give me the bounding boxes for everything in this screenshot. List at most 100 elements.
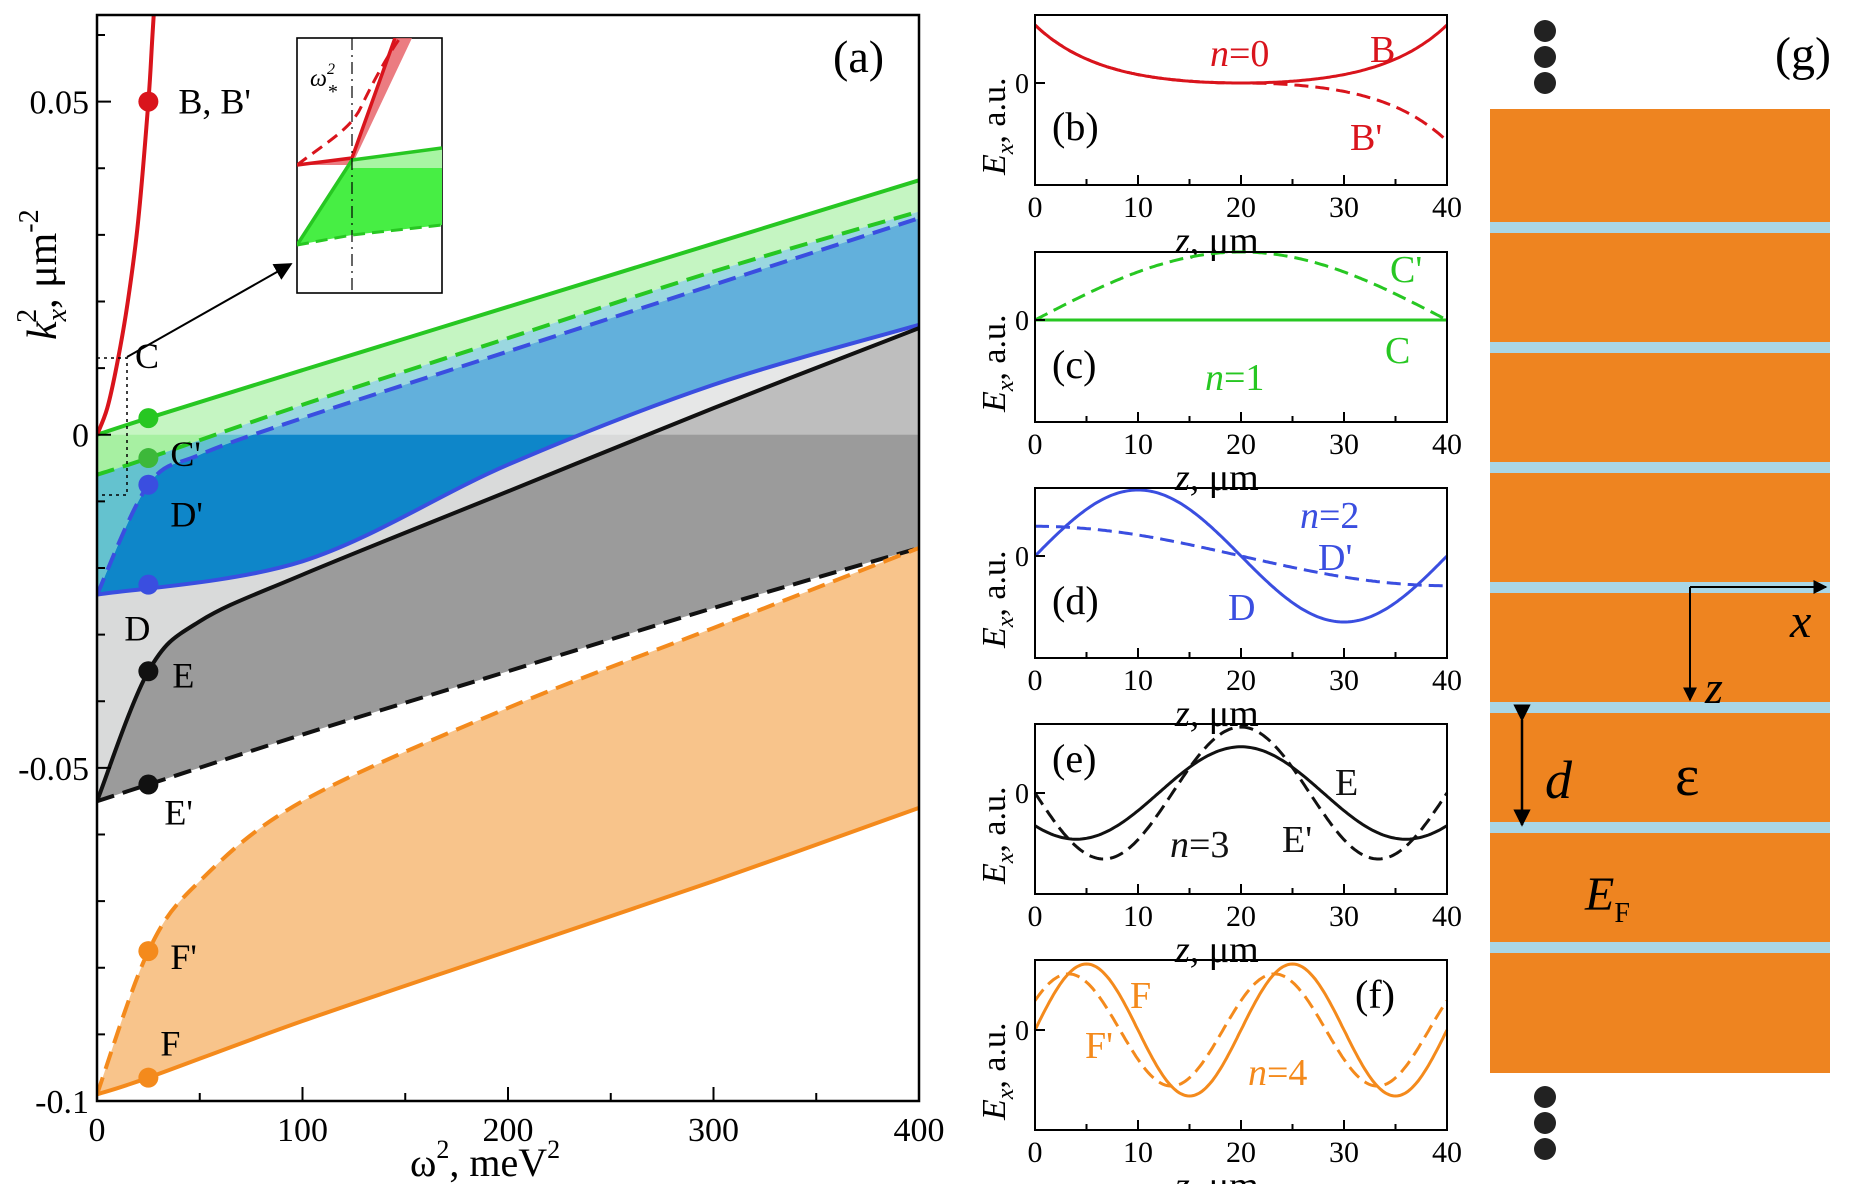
- mode-panel-c: 0 10 20 30 40 0 z, μm Ex, a.u. (c) n=1 C C': [976, 249, 1462, 499]
- mode-panel-b: 0 10 20 30 40 0 z, μm Ex, a.u. (b) n=0 B B': [976, 14, 1462, 262]
- inset-omega-star-label: ω2 *: [310, 61, 337, 103]
- mode-point: [138, 1067, 159, 1088]
- solid-mode-curve: [1034, 745, 1448, 841]
- band-edges: [97, 15, 919, 1097]
- conducting-sheet: [1490, 702, 1830, 713]
- y-tick-label: -0.1: [35, 1084, 89, 1121]
- panel-a-ylabel: kx2, μm-2: [12, 209, 73, 340]
- z-tick-label: 40: [1432, 428, 1462, 461]
- mode-panel-label: (f): [1355, 972, 1395, 1017]
- mode-panel-frame: [1034, 723, 1448, 895]
- z-tick-label: 10: [1123, 900, 1153, 933]
- dashed-curve-label: D': [1318, 537, 1352, 579]
- solid-curve-label: E: [1335, 762, 1358, 804]
- ellipsis-dot-top-1: [1534, 20, 1556, 42]
- mode-point-label: D': [170, 495, 202, 535]
- z-tick-label: 0: [1028, 1136, 1043, 1169]
- mode-point: [138, 661, 159, 682]
- z-tick-label: 40: [1432, 664, 1462, 697]
- conducting-sheet: [1490, 942, 1830, 953]
- solid-curve-label: D: [1228, 587, 1255, 629]
- z-tick-label: 0: [1028, 664, 1043, 697]
- zoom-rectangle: [96, 357, 128, 496]
- panel-g-structure: (g) x z d ε EF: [1490, 20, 1831, 1160]
- e-zero-label: 0: [1015, 306, 1029, 337]
- mode-xlabel: z, μm: [1174, 929, 1259, 971]
- solid-curve-label: C: [1385, 330, 1410, 372]
- dashed-curve-label: C': [1390, 249, 1422, 291]
- fermi-energy-label: EF: [1584, 868, 1630, 929]
- mode-panel-label: (c): [1052, 342, 1096, 387]
- period-label: d: [1545, 750, 1573, 810]
- ellipsis-dot-top-2: [1534, 46, 1556, 68]
- conducting-sheet: [1490, 222, 1830, 233]
- band-fills: [97, 15, 919, 1095]
- mode-point: [138, 774, 159, 795]
- dashed-mode-curve: [1035, 524, 1447, 588]
- mode-point-label: D: [124, 609, 150, 649]
- z-tick-label: 30: [1329, 428, 1359, 461]
- mode-point: [138, 474, 159, 495]
- positive-region-tint: [97, 15, 919, 435]
- z-tick-label: 0: [1028, 900, 1043, 933]
- dashed-mode-curve: [1033, 23, 1449, 143]
- band-c-fill: [97, 180, 919, 475]
- edge-cprime: [97, 209, 919, 477]
- mode-panel-label: (b): [1052, 104, 1099, 149]
- z-tick-label: 0: [1028, 428, 1043, 461]
- x-tick-label: 0: [89, 1112, 106, 1149]
- y-tick-label: 0: [72, 418, 89, 455]
- mode-point-label: B, B': [178, 82, 251, 122]
- band-e-fill: [97, 328, 919, 802]
- mode-point-label: F': [170, 937, 197, 977]
- edge-f: [97, 805, 919, 1097]
- y-tick-label: 0.05: [30, 85, 90, 122]
- mode-panel-e: 0 10 20 30 40 0 z, μm Ex, a.u. (e) n=3 E E': [976, 723, 1462, 971]
- conducting-sheets: [1490, 222, 1830, 953]
- x-tick-label: 100: [277, 1112, 328, 1149]
- edge-eprime: [97, 546, 919, 804]
- mode-point-label: E': [164, 793, 192, 833]
- dashed-mode-curve: [1034, 250, 1448, 322]
- mode-ylabel: Ex, a.u.: [976, 314, 1019, 413]
- mode-xlabel: z, μm: [1174, 457, 1259, 499]
- dashed-curve-label: E': [1282, 819, 1312, 861]
- z-tick-label: 30: [1329, 900, 1359, 933]
- mode-ylabel: Ex, a.u.: [976, 550, 1019, 649]
- mode-index-label: n=1: [1205, 357, 1264, 399]
- mode-ylabel: Ex, a.u.: [976, 786, 1019, 885]
- mode-point: [138, 941, 159, 962]
- solid-curve-label: F: [1130, 975, 1151, 1017]
- mode-point-label: F: [160, 1024, 180, 1064]
- z-tick-label: 40: [1432, 1136, 1462, 1169]
- band-f-fill: [97, 548, 919, 1095]
- mode-point: [138, 91, 159, 112]
- z-tick-label: 10: [1123, 191, 1153, 224]
- dashed-curve-label: F': [1085, 1025, 1113, 1067]
- mode-panel-label: (d): [1052, 578, 1099, 623]
- mode-xlabel: z, μm: [1174, 1165, 1259, 1184]
- mode-points: B, B' C C' D' DE E' F' F: [124, 82, 251, 1088]
- z-tick-label: 10: [1123, 664, 1153, 697]
- mode-panel-label: (e): [1052, 736, 1096, 781]
- conducting-sheet: [1490, 462, 1830, 473]
- mode-index-label: n=2: [1300, 495, 1359, 537]
- x-axis-label: x: [1789, 595, 1811, 648]
- mode-point: [138, 408, 159, 429]
- panel-a-label: (a): [833, 31, 884, 82]
- z-tick-label: 40: [1432, 900, 1462, 933]
- ellipsis-dot-bottom-1: [1534, 1086, 1556, 1108]
- e-zero-label: 0: [1015, 542, 1029, 573]
- solid-mode-curve: [1033, 488, 1449, 624]
- mode-point-label: E: [172, 655, 194, 695]
- mode-point-label: C': [170, 434, 201, 474]
- dashed-mode-curve: [1033, 972, 1449, 1088]
- mode-panel-frame: [1034, 487, 1448, 659]
- conducting-sheet: [1490, 822, 1830, 833]
- solid-mode-curve: [1033, 962, 1449, 1098]
- band-d-fill: [97, 218, 919, 595]
- panel-g-label: (g): [1775, 28, 1831, 81]
